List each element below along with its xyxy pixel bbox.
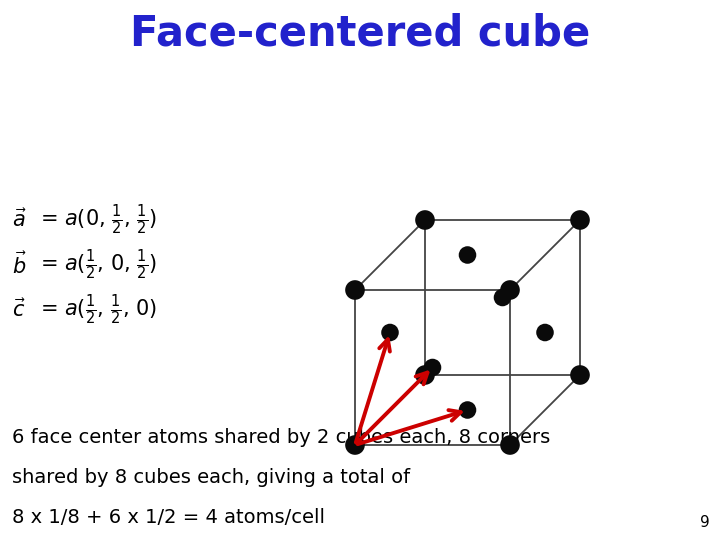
Point bbox=[419, 215, 431, 224]
Text: $\vec{b}$: $\vec{b}$ bbox=[12, 252, 27, 279]
Point bbox=[462, 251, 473, 259]
Point bbox=[419, 370, 431, 379]
Point bbox=[427, 363, 438, 372]
Text: 6 face center atoms shared by 2 cubes each, 8 corners: 6 face center atoms shared by 2 cubes ea… bbox=[12, 428, 550, 447]
Text: $\vec{c}$: $\vec{c}$ bbox=[12, 299, 26, 321]
Text: = $a$(0, $\frac{1}{2}$, $\frac{1}{2}$): = $a$(0, $\frac{1}{2}$, $\frac{1}{2}$) bbox=[40, 202, 157, 237]
Text: Face-centered cube: Face-centered cube bbox=[130, 12, 590, 54]
Point bbox=[539, 328, 551, 337]
Point bbox=[349, 441, 361, 449]
Text: shared by 8 cubes each, giving a total of: shared by 8 cubes each, giving a total o… bbox=[12, 468, 410, 487]
Point bbox=[384, 328, 396, 337]
Text: $\vec{a}$: $\vec{a}$ bbox=[12, 208, 27, 232]
Point bbox=[349, 286, 361, 294]
Point bbox=[575, 215, 586, 224]
Point bbox=[504, 286, 516, 294]
Text: = $a$($\frac{1}{2}$, 0, $\frac{1}{2}$): = $a$($\frac{1}{2}$, 0, $\frac{1}{2}$) bbox=[40, 248, 157, 282]
Text: 8 x 1/8 + 6 x 1/2 = 4 atoms/cell: 8 x 1/8 + 6 x 1/2 = 4 atoms/cell bbox=[12, 508, 325, 527]
Point bbox=[504, 441, 516, 449]
Point bbox=[462, 406, 473, 414]
Text: = $a$($\frac{1}{2}$, $\frac{1}{2}$, 0): = $a$($\frac{1}{2}$, $\frac{1}{2}$, 0) bbox=[40, 293, 157, 327]
Text: 9: 9 bbox=[701, 515, 710, 530]
Point bbox=[497, 293, 508, 302]
Point bbox=[575, 370, 586, 379]
